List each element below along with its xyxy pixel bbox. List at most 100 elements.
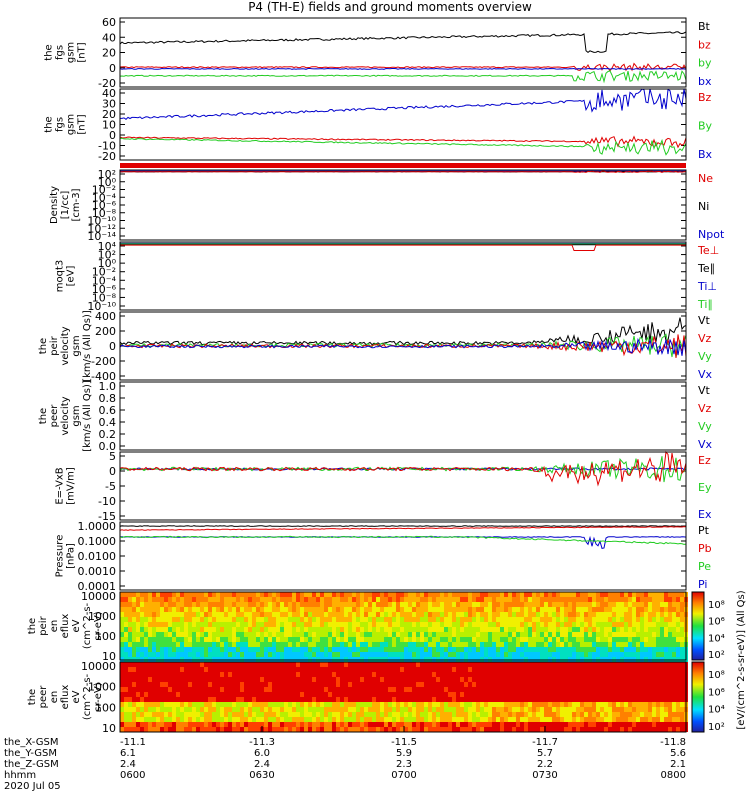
spectrogram-cell <box>484 622 488 627</box>
spectrogram-cell <box>520 632 524 637</box>
spectrogram-cell <box>192 622 196 627</box>
spectrogram-cell <box>672 637 676 642</box>
spectrogram-cell <box>644 687 648 692</box>
spectrogram-cell <box>668 637 672 642</box>
y-tick-label: 1.0000 <box>78 520 117 533</box>
spectrogram-cell <box>248 662 252 667</box>
spectrogram-cell <box>656 707 660 712</box>
spectrogram-cell <box>560 722 564 727</box>
spectrogram-cell <box>464 697 468 702</box>
spectrogram-cell <box>360 712 364 717</box>
spectrogram-cell <box>224 722 228 727</box>
spectrogram-cell <box>484 612 488 617</box>
spectrogram-cell <box>556 622 560 627</box>
spectrogram-cell <box>208 632 212 637</box>
spectrogram-cell <box>512 692 516 697</box>
spectrogram-cell <box>492 702 496 707</box>
spectrogram-cell <box>476 642 480 647</box>
spectrogram-cell <box>404 672 408 677</box>
spectrogram-cell <box>608 692 612 697</box>
spectrogram-cell <box>404 592 408 597</box>
series-line-Vy <box>119 334 687 358</box>
spectrogram-cell <box>124 652 128 657</box>
spectrogram-cell <box>484 647 488 652</box>
spectrogram-cell <box>532 672 536 677</box>
spectrogram-cell <box>432 717 436 722</box>
spectrogram-cell <box>212 662 216 667</box>
spectrogram-cell <box>416 707 420 712</box>
spectrogram-cell <box>360 617 364 622</box>
spectrogram-cell <box>272 607 276 612</box>
spectrogram-cell <box>632 637 636 642</box>
spectrogram-cell <box>668 712 672 717</box>
spectrogram-cell <box>312 637 316 642</box>
spectrogram-cell <box>680 697 684 702</box>
spectrogram-cell <box>364 622 368 627</box>
spectrogram-cell <box>236 672 240 677</box>
spectrogram-cell <box>264 727 268 732</box>
spectrogram-cell <box>144 712 148 717</box>
spectrogram-cell <box>204 677 208 682</box>
spectrogram-cell <box>312 672 316 677</box>
spectrogram-cell <box>260 592 264 597</box>
spectrogram-cell <box>664 642 668 647</box>
ylabel-line: en <box>49 620 60 633</box>
spectrogram-cell <box>548 647 552 652</box>
spectrogram-cell <box>208 627 212 632</box>
spectrogram-cell <box>588 592 592 597</box>
spectrogram-cell <box>544 617 548 622</box>
spectrogram-cell <box>540 712 544 717</box>
spectrogram-cell <box>240 717 244 722</box>
spectrogram-cell <box>352 597 356 602</box>
spectrogram-cell <box>340 612 344 617</box>
spectrogram-cell <box>536 617 540 622</box>
spectrogram-cell <box>172 672 176 677</box>
spectrogram-cell <box>316 607 320 612</box>
spectrogram-cell <box>396 702 400 707</box>
spectrogram-cell <box>640 612 644 617</box>
spectrogram-cell <box>204 667 208 672</box>
ylabel-line: en <box>49 691 60 704</box>
spectrogram-cell <box>220 712 224 717</box>
spectrogram-cell <box>424 662 428 667</box>
spectrogram-cell <box>580 687 584 692</box>
spectrogram-cell <box>376 647 380 652</box>
x-tick-value: 5.9 <box>396 748 412 759</box>
spectrogram-cell <box>664 617 668 622</box>
legend-Bx: Bx <box>698 148 713 161</box>
spectrogram-cell <box>288 662 292 667</box>
spectrogram-cell <box>292 597 296 602</box>
spectrogram-cell <box>184 702 188 707</box>
spectrogram-cell <box>164 702 168 707</box>
spectrogram-cell <box>228 722 232 727</box>
spectrogram-cell <box>656 652 660 657</box>
spectrogram-cell <box>308 707 312 712</box>
spectrogram-cell <box>532 597 536 602</box>
spectrogram-cell <box>236 617 240 622</box>
spectrogram-cell <box>244 727 248 732</box>
spectrogram-cell <box>668 607 672 612</box>
spectrogram-cell <box>320 662 324 667</box>
spectrogram-cell <box>388 592 392 597</box>
spectrogram-cell <box>256 712 260 717</box>
spectrogram-cell <box>476 632 480 637</box>
spectrogram-cell <box>448 672 452 677</box>
ylabel-line: [nPa] <box>66 543 77 569</box>
spectrogram-cell <box>620 607 624 612</box>
spectrogram-cell <box>244 662 248 667</box>
spectrogram-cell <box>548 627 552 632</box>
spectrogram-cell <box>368 637 372 642</box>
spectrogram-cell <box>152 672 156 677</box>
spectrogram-cell <box>316 592 320 597</box>
spectrogram-cell <box>436 612 440 617</box>
spectrogram-cell <box>180 702 184 707</box>
spectrogram-cell <box>488 667 492 672</box>
spectrogram-cell <box>132 667 136 672</box>
spectrogram-cell <box>228 707 232 712</box>
spectrogram-cell <box>516 687 520 692</box>
spectrogram-cell <box>292 647 296 652</box>
spectrogram-cell <box>248 672 252 677</box>
spectrogram-cell <box>444 697 448 702</box>
spectrogram-cell <box>380 707 384 712</box>
spectrogram-cell <box>568 702 572 707</box>
